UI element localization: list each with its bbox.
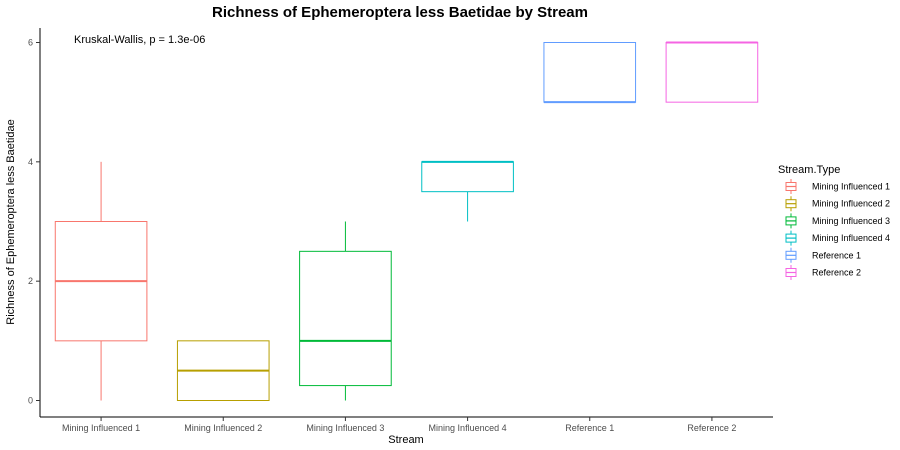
- legend-items: Mining Influenced 1 Mining Influenced 2 Mi…: [785, 179, 890, 280]
- legend-item: Mining Influenced 4: [785, 230, 890, 246]
- legend-item: Mining Influenced 2: [785, 196, 890, 212]
- box-mining-influenced-1: [54, 161, 148, 401]
- boxes-layer: [54, 41, 759, 402]
- legend-item: Mining Influenced 3: [785, 213, 890, 229]
- legend-label: Mining Influenced 2: [812, 199, 890, 209]
- legend-item: Reference 1: [785, 247, 861, 263]
- y-ticks: 0 2 4 6: [28, 38, 40, 406]
- iqr-box: [299, 250, 392, 387]
- box-mining-influenced-2: [176, 340, 270, 402]
- test-annotation: Kruskal-Wallis, p = 1.3e-06: [74, 34, 205, 46]
- x-tick-label: Mining Influenced 2: [184, 423, 262, 433]
- iqr-box: [543, 42, 637, 103]
- x-tick-label: Mining Influenced 4: [429, 423, 507, 433]
- x-tick-label: Reference 2: [687, 423, 736, 433]
- y-tick-label: 0: [28, 396, 33, 406]
- legend-item: Mining Influenced 1: [785, 179, 890, 194]
- legend-label: Reference 1: [812, 250, 861, 260]
- iqr-box: [421, 161, 514, 193]
- iqr-box: [665, 42, 759, 103]
- box-mining-influenced-4: [421, 160, 514, 222]
- y-tick-label: 2: [28, 276, 33, 286]
- y-tick-label: 6: [28, 38, 33, 48]
- y-tick-label: 4: [28, 157, 33, 167]
- x-ticks: Mining Influenced 1 Mining Influenced 2 Mi…: [62, 417, 736, 433]
- y-axis-title: Richness of Ephemeroptera less Baetidae: [5, 119, 17, 324]
- x-tick-label: Mining Influenced 1: [62, 423, 140, 433]
- box-reference-2: [665, 41, 759, 103]
- box-mining-influenced-3: [299, 221, 392, 401]
- chart-title: Richness of Ephemeroptera less Baetidae …: [212, 4, 588, 21]
- legend-title: Stream.Type: [778, 164, 840, 176]
- legend-label: Mining Influenced 1: [812, 182, 890, 192]
- x-tick-label: Reference 1: [565, 423, 614, 433]
- box-reference-1: [543, 42, 637, 104]
- legend-label: Mining Influenced 4: [812, 233, 890, 243]
- x-tick-label: Mining Influenced 3: [306, 423, 384, 433]
- legend-label: Reference 2: [812, 268, 861, 278]
- legend-item: Reference 2: [785, 265, 861, 280]
- legend-label: Mining Influenced 3: [812, 216, 890, 226]
- x-axis-title: Stream: [388, 434, 423, 446]
